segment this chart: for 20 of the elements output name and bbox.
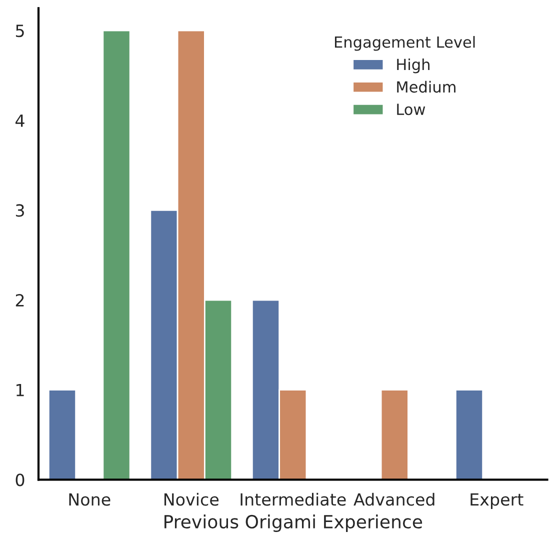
bar [48, 389, 77, 480]
legend-label: Medium [397, 80, 456, 93]
legend-title: Engagement Level [334, 36, 475, 51]
y-tick-label: 2 [16, 294, 24, 306]
legend-label: Low [397, 104, 426, 116]
x-tick-label: None [69, 493, 110, 506]
bar [102, 30, 131, 480]
x-tick-label: Expert [470, 493, 524, 509]
x-tick-label: Advanced [354, 492, 434, 506]
y-tick-label: 5 [16, 24, 24, 38]
x-tick-label: Novice [164, 492, 219, 506]
bar [454, 389, 484, 480]
legend-label: High [397, 58, 430, 74]
bar [380, 389, 409, 480]
y-tick-label: 0 [16, 474, 24, 486]
y-tick-label: 4 [16, 114, 24, 127]
y-tick-label: 3 [16, 204, 24, 217]
y-tick-label: 1 [16, 384, 24, 396]
x-tick-label: Intermediate [240, 492, 346, 506]
x-axis-title: Previous Origami Experience [164, 514, 422, 532]
